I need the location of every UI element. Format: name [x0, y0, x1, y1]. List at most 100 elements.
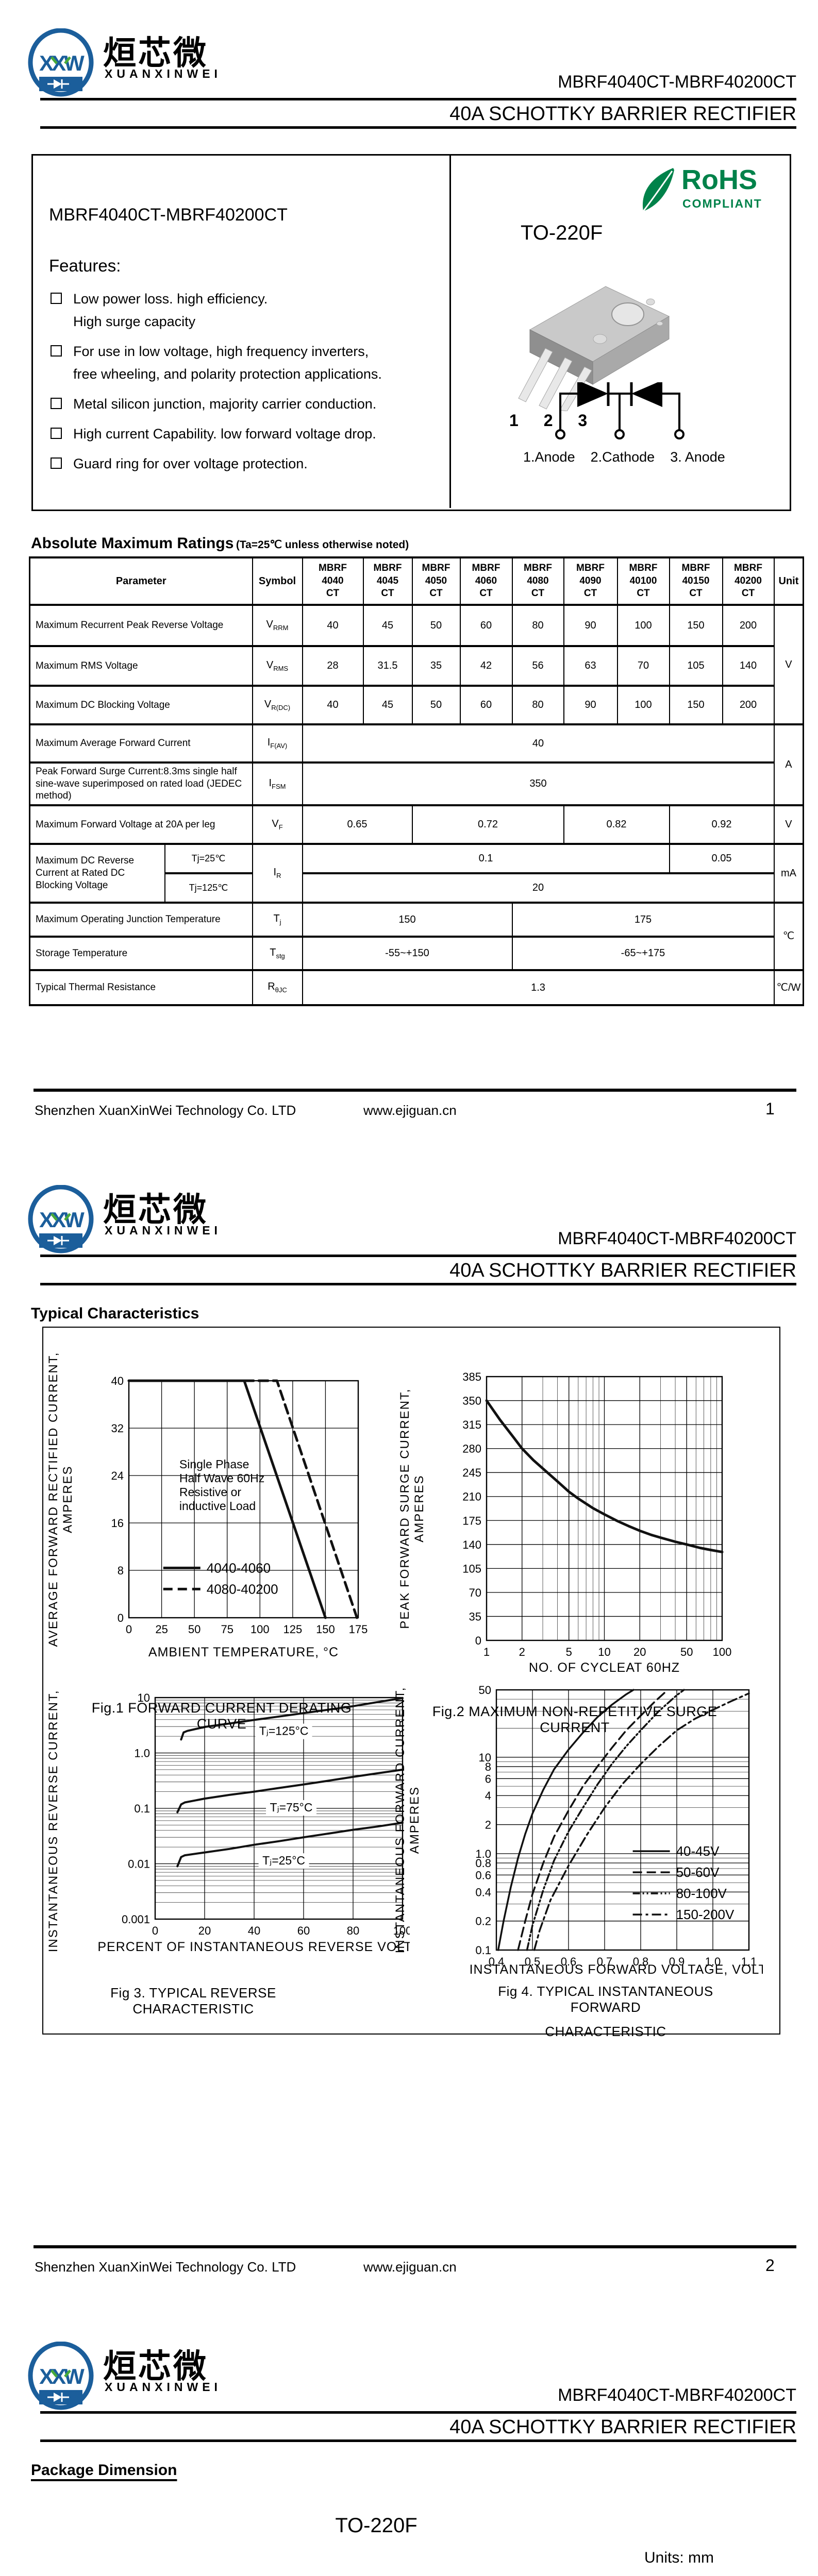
- svg-text:100: 100: [713, 1646, 732, 1658]
- table-cell: 200: [722, 685, 775, 725]
- fig3-chart: 0 20 40 60 80 100 0.001 0.01 0.1 1.0 10 Tⱼ=125°C Tⱼ=…: [46, 1687, 410, 1954]
- feature-item: Guard ring for over voltage protection.: [51, 456, 422, 472]
- page-2: XXW 烜芯微 XUANXINWEI MBRF4040CT-MBRF40200C…: [0, 1157, 818, 2313]
- ratings-table: Parameter Symbol MBRF 4040 CT MBRF 4045 CT MBRF 4…: [29, 556, 805, 1006]
- svg-text:Tⱼ=125°C: Tⱼ=125°C: [259, 1724, 309, 1738]
- svg-text:175: 175: [462, 1514, 481, 1527]
- table-cell: VRMS: [252, 645, 303, 687]
- svg-text:20: 20: [633, 1646, 646, 1658]
- table-cell: MBRF 4050 CT: [411, 556, 461, 606]
- svg-text:0.001: 0.001: [122, 1913, 150, 1926]
- fig4-chart: 0.4 0.5 0.6 0.7 0.8 0.9 1.0 1.10.10.20.40.60.81…: [393, 1684, 763, 1977]
- svg-text:24: 24: [111, 1469, 124, 1482]
- table-cell: mA: [773, 843, 804, 904]
- page-number: 1: [765, 1099, 775, 1118]
- svg-text:40: 40: [248, 1924, 260, 1937]
- company-logo-icon: XXW: [28, 28, 94, 97]
- ratings-title: Absolute Maximum Ratings: [31, 535, 234, 552]
- table-cell: 0.65: [302, 804, 413, 845]
- table-cell: 150: [302, 902, 513, 938]
- fig2-chart: 1 2 5 10 20 50 100 0 35 70 105 140 175 210 245 280 315 35…: [398, 1370, 732, 1675]
- fig4-caption-line1: Fig 4. TYPICAL INSTANTANEOUS FORWARD: [498, 1984, 713, 2015]
- footer-rule: [34, 2245, 796, 2248]
- table-cell: 31.5: [362, 645, 413, 687]
- table-cell: 40: [302, 604, 364, 647]
- table-cell: Maximum RMS Voltage: [29, 645, 253, 687]
- table-cell: 45: [362, 604, 413, 647]
- svg-text:125: 125: [283, 1623, 302, 1636]
- svg-text:10: 10: [598, 1646, 610, 1658]
- svg-text:385: 385: [462, 1370, 481, 1383]
- table-cell: 100: [616, 685, 670, 725]
- svg-text:0: 0: [126, 1623, 132, 1636]
- ratings-table-grid: Parameter Symbol MBRF 4040 CT MBRF 4045 CT MBRF 4…: [29, 556, 805, 1006]
- svg-text:2: 2: [519, 1646, 525, 1658]
- footer-website: www.ejiguan.cn: [363, 2259, 457, 2275]
- logo-letters: XXW: [39, 51, 85, 75]
- svg-text:50: 50: [680, 1646, 693, 1658]
- table-cell: Maximum Recurrent Peak Reverse Voltage: [29, 604, 253, 647]
- table-cell: 70: [616, 645, 670, 687]
- brand-english: XUANXINWEI: [105, 67, 222, 80]
- svg-text:1.0: 1.0: [134, 1747, 150, 1760]
- table-cell: 150: [669, 685, 723, 725]
- checkbox-icon: [51, 345, 62, 357]
- table-cell: MBRF 40200 CT: [722, 556, 775, 606]
- svg-text:Tⱼ=75°C: Tⱼ=75°C: [270, 1801, 313, 1814]
- svg-text:INSTANTANEOUS FORWARD CURRENT,: INSTANTANEOUS FORWARD CURRENT,AMPERES: [393, 1687, 422, 1954]
- header-rule-1: [40, 98, 796, 100]
- svg-text:50: 50: [479, 1684, 491, 1697]
- checkbox-icon: [51, 293, 62, 304]
- package-name: TO-220F: [521, 222, 603, 244]
- table-cell: Maximum DC Blocking Voltage: [29, 685, 253, 725]
- header-subtitle: 40A SCHOTTKY BARRIER RECTIFIER: [449, 1260, 796, 1281]
- table-cell: 140: [722, 645, 775, 687]
- footer-rule: [34, 1089, 796, 1092]
- table-cell: Typical Thermal Resistance: [29, 969, 253, 1006]
- table-cell: 63: [563, 645, 618, 687]
- table-cell: V: [773, 804, 804, 845]
- table-cell: 50: [411, 685, 461, 725]
- table-cell: 60: [459, 604, 513, 647]
- svg-text:4040-4060: 4040-4060: [207, 1560, 271, 1575]
- svg-text:1.1: 1.1: [741, 1955, 757, 1968]
- checkbox-icon: [51, 398, 62, 409]
- svg-text:40-45V: 40-45V: [676, 1843, 720, 1859]
- package-name: TO-220F: [335, 2514, 418, 2537]
- svg-text:PERCENT OF INSTANTANEOUS REVER: PERCENT OF INSTANTANEOUS REVERSE VOLTAGE…: [97, 1940, 410, 1954]
- table-cell: -55~+150: [302, 936, 513, 971]
- svg-text:Resistive or: Resistive or: [179, 1485, 241, 1499]
- svg-text:Single Phase: Single Phase: [179, 1458, 249, 1471]
- svg-text:80: 80: [347, 1924, 359, 1937]
- feature-item: High current Capability. low forward vol…: [51, 426, 422, 442]
- svg-text:0.6: 0.6: [475, 1869, 491, 1882]
- diode-schematic: [555, 382, 685, 439]
- fig4-caption: Fig 4. TYPICAL INSTANTANEOUS FORWARD CHA…: [466, 1984, 745, 2040]
- company-logo-icon: XXW: [28, 1185, 94, 1253]
- table-cell: Parameter: [29, 556, 253, 606]
- package-photo: [518, 286, 670, 411]
- table-cell: 28: [302, 645, 364, 687]
- header-rule-1: [40, 2411, 796, 2414]
- svg-text:1.0: 1.0: [705, 1955, 721, 1968]
- svg-text:0.6: 0.6: [561, 1955, 577, 1968]
- page-1: XXW 烜芯微 XUANXINWEI MBRF4040CT-MBRF40200C…: [0, 0, 818, 1157]
- table-cell: ℃/W: [773, 969, 804, 1006]
- svg-text:8: 8: [118, 1564, 124, 1577]
- svg-text:70: 70: [469, 1586, 481, 1599]
- svg-text:1: 1: [483, 1646, 490, 1658]
- svg-text:50: 50: [188, 1623, 201, 1636]
- page-3: XXW 烜芯微 XUANXINWEI MBRF4040CT-MBRF40200C…: [0, 2313, 818, 2576]
- svg-text:inductive Load: inductive Load: [179, 1499, 256, 1513]
- table-cell: 80: [511, 604, 564, 647]
- svg-text:20: 20: [198, 1924, 211, 1937]
- checkbox-icon: [51, 457, 62, 469]
- svg-text:INSTANTANEOUS FORWARD VOLTAGE,: INSTANTANEOUS FORWARD VOLTAGE, VOLTS: [470, 1962, 763, 1977]
- brand-english: XUANXINWEI: [105, 2380, 222, 2394]
- svg-text:4080-40200: 4080-40200: [207, 1581, 278, 1597]
- svg-text:75: 75: [221, 1623, 233, 1636]
- svg-text:0: 0: [152, 1924, 158, 1937]
- table-cell: 350: [302, 761, 775, 806]
- logo-letters: XXW: [39, 2364, 85, 2388]
